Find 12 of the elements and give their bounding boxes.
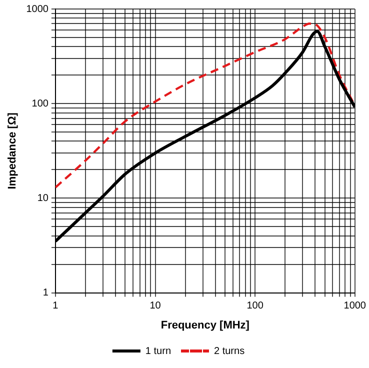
y-tick-label: 1000 — [26, 4, 49, 15]
x-tick-label: 100 — [246, 300, 264, 312]
y-tick-label: 10 — [37, 192, 49, 204]
y-tick-label: 100 — [32, 98, 49, 110]
x-axis-title: Frequency [MHz] — [160, 319, 250, 332]
y-axis-title: Impedance [Ω] — [6, 112, 19, 190]
legend-label: 2 turns — [214, 346, 245, 357]
x-tick-label: 10 — [150, 300, 162, 312]
x-tick-label: 1 — [52, 300, 59, 312]
x-tick-label: 1000 — [344, 300, 366, 312]
legend-label: 1 turn — [145, 346, 172, 357]
y-tick-label: 1 — [42, 288, 49, 299]
